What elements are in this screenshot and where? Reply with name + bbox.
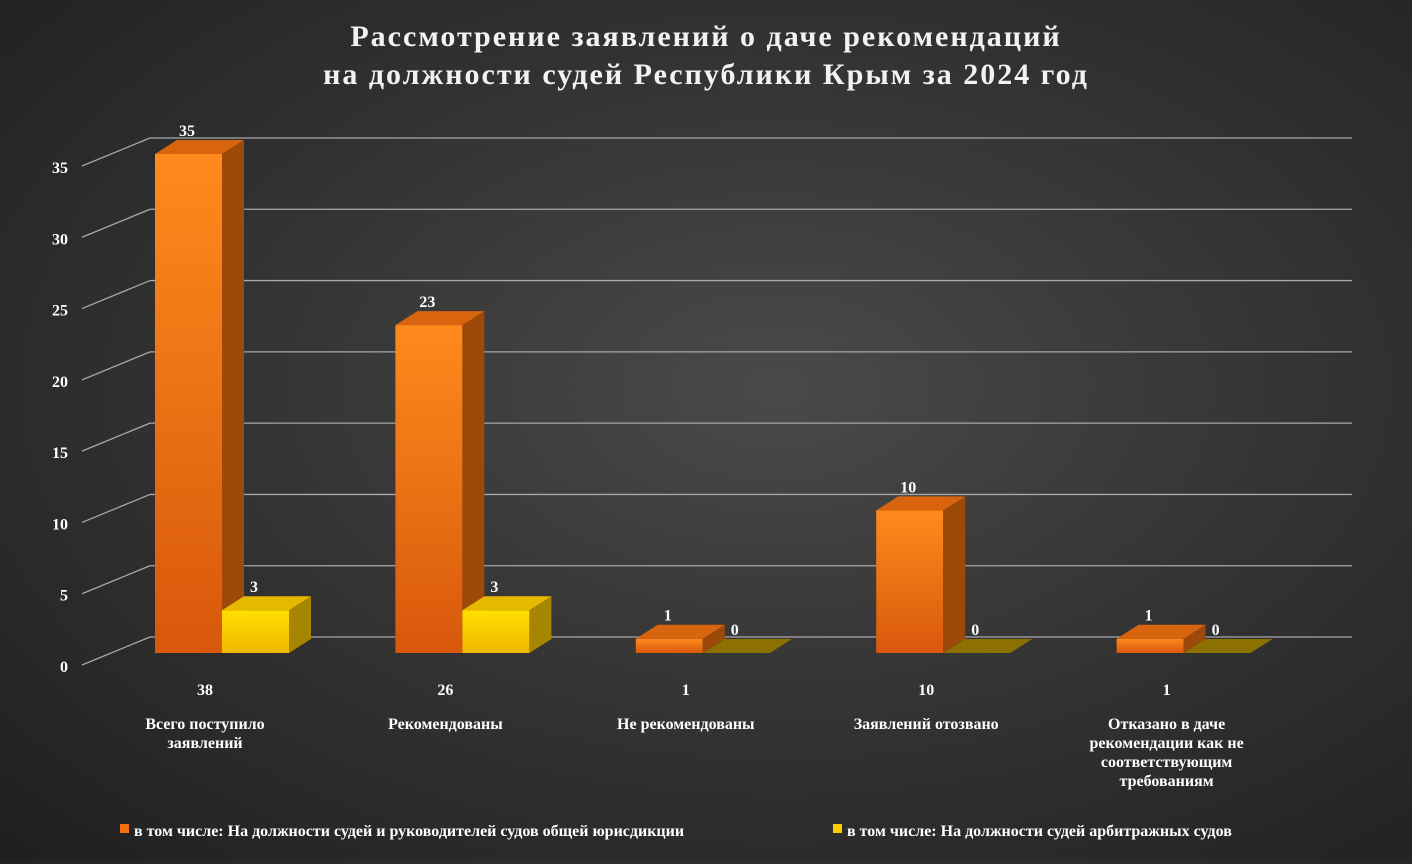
bar-front — [635, 638, 703, 653]
bar-top — [395, 311, 485, 326]
category-label: Отказано в даче — [1108, 716, 1225, 733]
data-label: 1 — [664, 608, 672, 625]
bar-general — [1116, 624, 1206, 653]
bar-arbitration — [222, 596, 311, 653]
bar-side — [289, 596, 311, 653]
data-label: 0 — [971, 622, 979, 639]
chart-title-line: Рассмотрение заявлений о даче рекомендац… — [350, 20, 1061, 53]
gridline-diagonal — [81, 351, 151, 381]
y-tick-label: 10 — [52, 516, 68, 533]
bar-general — [395, 311, 485, 653]
category-total: 26 — [437, 682, 453, 699]
category-label: соответствующим — [1101, 754, 1233, 771]
y-tick-label: 15 — [52, 445, 68, 462]
bar-arbitration — [702, 639, 792, 653]
data-label: 3 — [490, 579, 498, 596]
category-label: заявлений — [167, 735, 242, 752]
data-label: 0 — [731, 622, 739, 639]
gridline-diagonal — [81, 208, 151, 238]
y-tick-label: 20 — [52, 374, 68, 391]
data-label: 1 — [1145, 608, 1153, 625]
data-label: 10 — [900, 479, 916, 496]
category-total: 38 — [197, 682, 213, 699]
data-label: 0 — [1212, 622, 1220, 639]
bar-front — [876, 510, 944, 653]
bar-arbitration — [1183, 639, 1273, 653]
category-label: Рекомендованы — [388, 716, 503, 733]
y-tick-label: 5 — [60, 588, 68, 605]
y-tick-label: 0 — [60, 659, 68, 676]
bar-top — [635, 624, 725, 639]
bar-general — [876, 496, 966, 653]
bar-arbitration — [462, 596, 552, 653]
y-tick-label: 30 — [52, 231, 68, 248]
gridline-diagonal — [81, 422, 151, 452]
gridline-diagonal — [81, 279, 151, 310]
bar-front — [395, 325, 463, 653]
data-label: 35 — [179, 123, 195, 140]
category-label: Заявлений отозвано — [854, 716, 999, 733]
data-label: 3 — [250, 579, 258, 596]
gridline-diagonal — [81, 493, 151, 524]
bar-side — [702, 624, 725, 653]
bar-top — [1116, 624, 1206, 639]
gridline-diagonal — [81, 565, 151, 595]
bar-top — [462, 596, 552, 611]
x-axis: 38 Всего поступило заявлений 26 Рекомендован… — [145, 682, 1243, 790]
legend-swatch — [120, 824, 129, 833]
category-total: 1 — [1163, 682, 1171, 699]
chart-title-line: на должности судей Республики Крым за 20… — [323, 58, 1089, 91]
category-label: рекомендации как не — [1090, 735, 1244, 752]
grid — [81, 137, 1352, 666]
legend-swatch — [833, 824, 842, 833]
bar-top — [1183, 639, 1273, 653]
legend: в том числе: На должности судей и руково… — [120, 823, 1232, 840]
category-label: Не рекомендованы — [617, 716, 755, 733]
y-axis: 0 5 10 15 20 25 30 35 — [52, 160, 68, 676]
bar-side — [222, 140, 244, 653]
bar-side — [943, 496, 966, 653]
data-label: 23 — [419, 294, 435, 311]
category-total: 1 — [682, 682, 690, 699]
legend-label: в том числе: На должности судей и руково… — [134, 823, 684, 840]
category-label: Всего поступило — [145, 716, 264, 733]
bar-side — [1183, 624, 1206, 653]
bar-front — [462, 610, 530, 653]
bar-top — [702, 639, 792, 653]
bar-top — [876, 496, 966, 511]
bar-front — [155, 154, 222, 653]
category-label: требованиям — [1120, 773, 1214, 790]
bars — [155, 140, 1273, 653]
bar-top — [222, 596, 311, 611]
gridline-diagonal — [81, 636, 151, 666]
bar-arbitration — [943, 639, 1033, 653]
legend-label: в том числе: На должности судей арбитраж… — [847, 823, 1232, 840]
bar-front — [1116, 638, 1184, 653]
bar-front — [222, 610, 289, 653]
bar-top — [943, 639, 1033, 653]
bar-top — [155, 140, 244, 154]
y-tick-label: 25 — [52, 303, 68, 320]
chart-title: Рассмотрение заявлений о даче рекомендац… — [323, 20, 1089, 91]
category-total: 10 — [918, 682, 934, 699]
gridline-diagonal — [81, 137, 151, 167]
bar-side — [529, 596, 552, 653]
y-tick-label: 35 — [52, 160, 68, 177]
bar-general — [635, 624, 725, 653]
bar-side — [462, 311, 485, 653]
bar-general — [155, 140, 244, 653]
